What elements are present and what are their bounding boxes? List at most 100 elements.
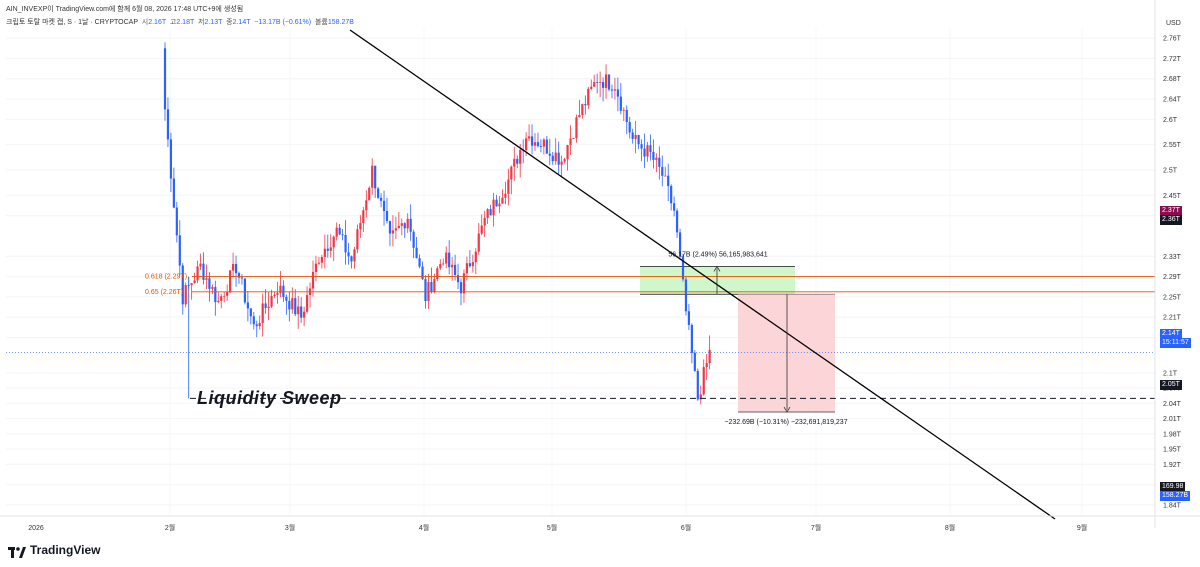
- candle-body: [498, 203, 501, 207]
- candle-body: [264, 303, 267, 308]
- candle-body: [311, 271, 315, 289]
- candle-body: [619, 96, 622, 111]
- candle-body: [631, 132, 634, 139]
- candle-body: [465, 263, 469, 274]
- candle-body: [590, 86, 593, 89]
- candle-body: [468, 263, 471, 267]
- candle-body: [486, 209, 489, 218]
- candle-body: [533, 142, 537, 146]
- candle-body: [314, 263, 318, 272]
- candle-body: [255, 324, 258, 327]
- candle-body: [347, 252, 350, 257]
- candle-body: [229, 270, 232, 293]
- candle-body: [705, 363, 708, 368]
- candle-body: [270, 296, 273, 307]
- candle-body: [661, 166, 664, 176]
- candle-body: [388, 220, 392, 234]
- candle-body: [678, 232, 682, 257]
- candle-body: [527, 136, 531, 139]
- candle-body: [693, 352, 696, 371]
- candle-body: [344, 235, 347, 253]
- candle-body: [652, 151, 655, 160]
- y-tick-label: 2.55T: [1163, 142, 1182, 149]
- candle-body: [690, 324, 693, 353]
- candle-body: [199, 263, 202, 267]
- candle-body: [433, 279, 436, 293]
- candle-body: [217, 300, 220, 303]
- candle-body: [664, 175, 667, 177]
- candle-body: [279, 285, 282, 293]
- y-tick-label: 2.1T: [1163, 370, 1178, 377]
- candle-body: [297, 306, 300, 315]
- candle-body: [276, 292, 279, 295]
- tradingview-logo[interactable]: TradingView: [8, 543, 100, 558]
- downtrend-line: [349, 29, 1056, 520]
- candle-body: [495, 199, 498, 207]
- candle-body: [341, 234, 344, 236]
- y-tick-label: 2.25T: [1163, 294, 1182, 301]
- candle-body: [539, 146, 543, 147]
- y-tick-label: 2.5T: [1163, 168, 1178, 175]
- candle-body: [501, 197, 504, 204]
- candle-body: [261, 303, 264, 324]
- candle-body: [382, 200, 386, 212]
- y-tick-label: 2.68T: [1163, 76, 1182, 83]
- candle-body: [163, 48, 167, 110]
- candle-body: [220, 296, 223, 301]
- x-tick-label: 6월: [681, 523, 691, 532]
- candle-body: [578, 115, 581, 118]
- candle-body: [554, 152, 557, 162]
- y-tick-label: 1.84T: [1163, 502, 1182, 509]
- candle-body: [604, 74, 608, 88]
- candle-body: [249, 308, 252, 317]
- candle-body: [356, 229, 359, 250]
- candle-body: [267, 306, 270, 308]
- candle-body: [673, 203, 676, 211]
- candle-body: [593, 82, 596, 87]
- x-tick-label: 5월: [547, 523, 557, 532]
- candle-body: [483, 217, 486, 226]
- measure-down-label: −232.69B (−10.31%) −232,691,819,237: [724, 419, 847, 426]
- candle-body: [412, 231, 415, 248]
- candle-body: [459, 282, 463, 294]
- candle-body: [622, 109, 625, 111]
- liquidity-sweep-label: Liquidity Sweep: [197, 388, 342, 408]
- candle-body: [338, 227, 341, 235]
- y-tick-label: 2.29T: [1163, 274, 1182, 281]
- candle-body: [172, 178, 175, 208]
- y-tick-label: 2.72T: [1163, 56, 1182, 63]
- currency-label: USD: [1166, 20, 1181, 27]
- candle-body: [436, 268, 439, 280]
- candle-body: [400, 223, 403, 226]
- y-tick-label: 2.64T: [1163, 97, 1182, 104]
- candle-body: [169, 139, 173, 179]
- x-tick-label: 8월: [945, 523, 955, 532]
- high-label: 고: [169, 19, 177, 26]
- candle-body: [403, 223, 406, 229]
- candle-body: [542, 139, 545, 147]
- y-tick-label: 2.04T: [1163, 401, 1182, 408]
- candle-body: [226, 292, 229, 296]
- candle-body: [557, 152, 560, 165]
- candle-body: [492, 199, 495, 216]
- y-tick-label: 2.76T: [1163, 36, 1182, 43]
- candle-body: [418, 258, 421, 267]
- candle-body: [317, 262, 321, 264]
- candle-body: [453, 264, 457, 276]
- candle-body: [300, 306, 303, 318]
- candle-body: [536, 142, 540, 147]
- candle-body: [507, 179, 510, 194]
- candle-body: [702, 367, 705, 395]
- symbol-legend: 크립토 토탈 마켓 캡, S · 1날 · CRYPTOCAP 시2.16T 고…: [6, 17, 354, 27]
- candle-body: [510, 166, 513, 180]
- candle-body: [474, 251, 477, 263]
- candle-body: [628, 122, 631, 133]
- candle-body: [584, 104, 587, 106]
- candle-body: [513, 158, 516, 167]
- candle-body: [234, 264, 238, 274]
- candle-body: [587, 88, 590, 106]
- candle-body: [282, 285, 285, 297]
- long-target-zone: [640, 266, 795, 295]
- candle-body: [374, 165, 377, 189]
